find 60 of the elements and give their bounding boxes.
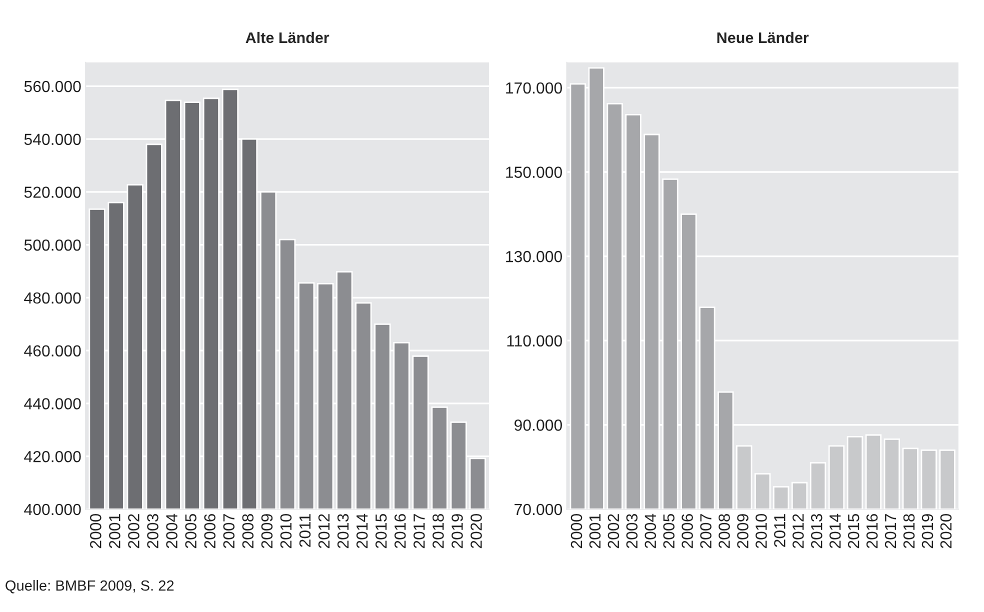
x-tick-label: 2016 (394, 514, 406, 548)
x-tick-label: 2016 (866, 514, 878, 548)
y-tick-label: 500.000 (24, 239, 81, 251)
x-tick-label: 2013 (337, 514, 349, 548)
y-tick-label: 150.000 (506, 166, 562, 178)
y-tick-label: 560.000 (24, 80, 81, 92)
x-tick-label: 2004 (644, 514, 656, 548)
x-tick-label: 2010 (280, 514, 292, 548)
y-tick-label: 90.000 (514, 420, 562, 431)
y-tick-label: 420.000 (24, 450, 81, 462)
y-tick-label: 170.000 (506, 82, 562, 94)
y-tick-label: 70.000 (514, 504, 562, 516)
x-tick-label: 2006 (204, 514, 216, 548)
y-tick-label: 440.000 (24, 398, 81, 410)
chart-title: Alte Länder (246, 32, 330, 44)
x-tick-label: 2009 (261, 514, 273, 548)
x-tick-label: 2011 (774, 514, 786, 547)
y-tick-label: 520.000 (24, 186, 81, 198)
y-tick-label: 110.000 (507, 335, 562, 347)
x-tick-label: 2007 (700, 514, 712, 548)
x-tick-label: 2005 (185, 514, 196, 548)
x-tick-label: 2000 (570, 514, 582, 548)
x-tick-label: 2015 (848, 514, 860, 548)
x-tick-label: 2013 (810, 514, 822, 548)
x-tick-label: 2012 (318, 514, 330, 548)
x-tick-label: 2012 (792, 514, 804, 548)
x-tick-label: 2017 (414, 514, 425, 548)
x-tick-label: 2000 (90, 514, 102, 548)
x-tick-label: 2003 (147, 514, 158, 548)
x-tick-label: 2019 (452, 514, 463, 548)
x-tick-label: 2020 (470, 514, 482, 548)
x-tick-label: 2017 (884, 514, 896, 548)
source-note: Quelle: BMBF 2009, S. 22 (6, 580, 174, 594)
x-tick-label: 2020 (940, 514, 952, 548)
x-tick-label: 2002 (608, 514, 620, 548)
x-tick-label: 2011 (299, 514, 311, 547)
chart-title: Neue Länder (717, 32, 809, 44)
x-tick-label: 2001 (589, 514, 601, 548)
x-tick-label: 2014 (829, 514, 841, 548)
x-tick-label: 2019 (922, 514, 934, 548)
y-tick-label: 460.000 (24, 345, 81, 357)
x-tick-label: 2015 (375, 514, 387, 548)
y-tick-label: 480.000 (24, 292, 81, 304)
x-tick-label: 2002 (128, 514, 140, 548)
x-tick-label: 2018 (432, 514, 444, 548)
x-tick-label: 2008 (242, 514, 254, 548)
x-tick-label: 2014 (356, 514, 368, 548)
y-tick-label: 130.000 (506, 250, 562, 262)
x-tick-label: 2004 (166, 514, 178, 548)
x-tick-label: 2005 (663, 514, 675, 548)
y-tick-label: 540.000 (24, 134, 81, 146)
x-tick-label: 2010 (756, 514, 767, 548)
x-tick-label: 2003 (626, 514, 638, 548)
x-tick-label: 2018 (903, 514, 915, 548)
x-tick-label: 2009 (737, 514, 748, 548)
x-tick-label: 2007 (223, 514, 235, 548)
x-tick-label: 2008 (718, 514, 730, 548)
x-tick-label: 2006 (682, 514, 693, 548)
y-tick-label: 400.000 (24, 504, 81, 516)
x-tick-label: 2001 (109, 514, 120, 548)
